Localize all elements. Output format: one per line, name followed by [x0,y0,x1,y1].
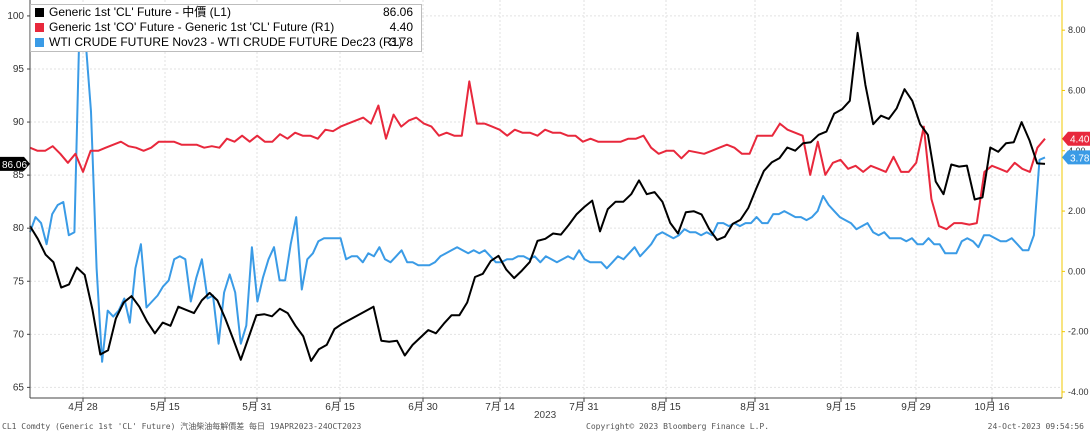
series-group [29,8,1046,363]
y-left-tick-label: 75 [13,276,25,287]
plot-area [30,0,1062,398]
y-right-tick-label: -2.00 [1068,327,1089,337]
y-left-tick-label: 80 [13,223,25,234]
x-tick-label: 6月 15 [325,401,355,413]
x-tick-label: 9月 29 [901,401,931,413]
series-line-2 [29,8,1046,363]
last-label-red-bg [1062,131,1090,146]
y-left-tick-label: 95 [13,64,25,75]
x-tick-label: 4月 28 [68,401,98,413]
y-left-tick-label: 85 [13,170,25,181]
y-right-tick-label: -4.00 [1068,387,1089,397]
y-left-tick-label: 100 [7,11,24,22]
y-left-tick-label: 65 [13,382,25,393]
legend-item-cl1: Generic 1st 'CL' Future - 中價 (L1) 86.06 [31,5,421,20]
legend-item-wti-spread: WTI CRUDE FUTURE Nov23 - WTI CRUDE FUTUR… [31,35,421,50]
x-tick-label: 7月 14 [485,401,515,413]
axis-ticks: 65707580859095100-4.00-2.000.002.004.006… [7,11,1088,413]
y-right-tick-label: 8.00 [1068,25,1086,35]
legend-value: 3.78 [389,35,413,49]
last-label-red-text: 4.40 [1070,135,1090,146]
last-label-blue-text: 3.78 [1070,153,1090,164]
grid-lines [30,0,1062,398]
legend-swatch-red [35,23,44,32]
y-right-tick-label: 0.00 [1068,266,1086,276]
last-label-blue-bg [1062,150,1090,165]
legend-label: Generic 1st 'CO' Future - Generic 1st 'C… [49,20,335,34]
x-tick-label: 7月 31 [569,401,599,413]
x-tick-label: 9月 15 [826,401,856,413]
legend-value: 86.06 [382,5,413,19]
year-label: 2023 [534,410,557,421]
last-label-blue: 3.78 [1062,150,1090,165]
x-tick-label: 10月 16 [974,401,1009,413]
y-right-tick-label: 2.00 [1068,206,1086,216]
series-line-0 [29,31,1046,362]
y-left-tick-label: 70 [13,329,25,340]
legend-swatch-blue [35,38,44,47]
x-tick-label: 6月 30 [408,401,438,413]
last-label-black-text: 86.06 [2,160,27,171]
footer-copyright: Copyright© 2023 Bloomberg Finance L.P. [586,422,770,431]
y-left-tick-label: 90 [13,117,25,128]
last-label-black-bg [0,156,30,171]
last-label-black: 86.06 [0,156,30,171]
footer-timestamp: 24-Oct-2023 09:54:56 [987,422,1084,431]
legend-label: Generic 1st 'CL' Future - 中價 (L1) [49,5,231,19]
legend-box: Generic 1st 'CL' Future - 中價 (L1) 86.06 … [30,4,422,52]
footer-source: CL1 Comdty (Generic 1st 'CL' Future) 汽油柴… [2,422,362,431]
x-tick-label: 5月 15 [150,401,180,413]
last-label-red: 4.40 [1062,131,1090,146]
x-tick-label: 5月 31 [242,401,272,413]
legend-item-co-cl: Generic 1st 'CO' Future - Generic 1st 'C… [31,20,421,35]
y-right-tick-label: 6.00 [1068,85,1086,95]
x-tick-label: 8月 31 [740,401,770,413]
series-line-1 [29,80,1046,231]
legend-swatch-black [35,8,44,17]
legend-value: 4.40 [389,20,413,34]
legend-label: WTI CRUDE FUTURE Nov23 - WTI CRUDE FUTUR… [49,35,403,49]
last-value-labels: 86.06 4.40 3.78 [0,131,1090,171]
x-tick-label: 8月 15 [651,401,681,413]
